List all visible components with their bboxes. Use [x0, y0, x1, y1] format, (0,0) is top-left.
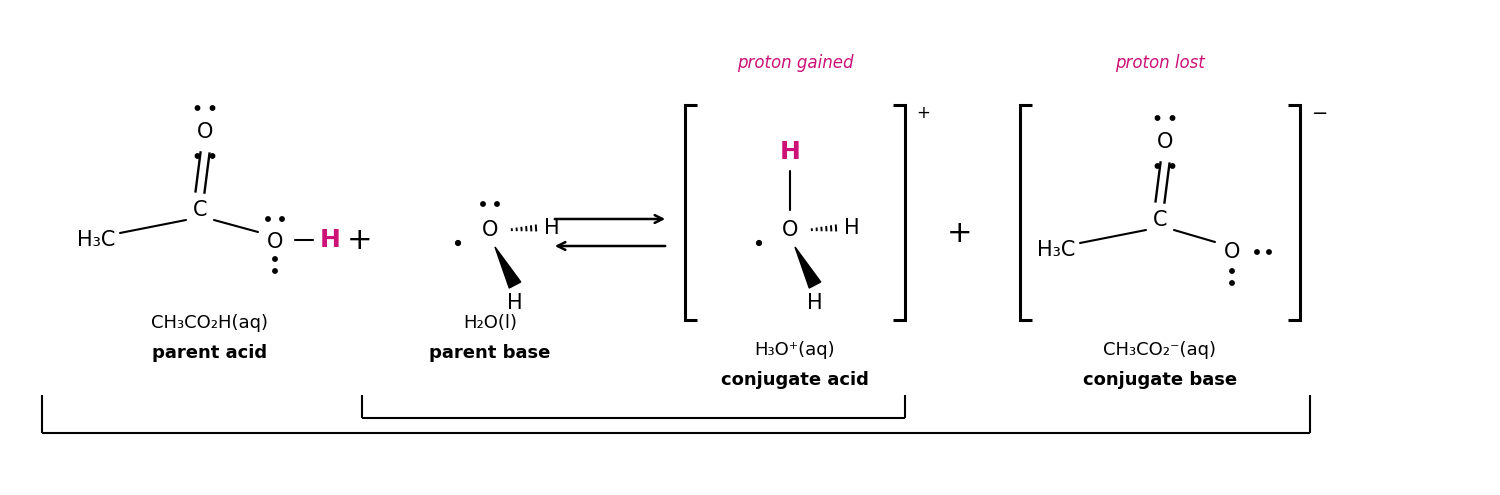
Circle shape: [1170, 164, 1174, 168]
Circle shape: [1256, 250, 1258, 254]
Circle shape: [195, 106, 200, 110]
Text: O: O: [196, 122, 213, 142]
Text: O: O: [1156, 132, 1173, 152]
Circle shape: [482, 202, 484, 206]
Text: +: +: [916, 104, 930, 122]
Circle shape: [456, 241, 460, 246]
Text: H₃O⁺(aq): H₃O⁺(aq): [754, 341, 836, 359]
Polygon shape: [495, 247, 520, 288]
Text: CH₃CO₂H(aq): CH₃CO₂H(aq): [152, 314, 268, 332]
Circle shape: [280, 217, 284, 221]
Circle shape: [1155, 164, 1160, 168]
Text: conjugate base: conjugate base: [1083, 371, 1238, 389]
Text: H: H: [844, 218, 859, 238]
Circle shape: [495, 202, 500, 206]
Circle shape: [1155, 116, 1160, 120]
Text: CH₃CO₂⁻(aq): CH₃CO₂⁻(aq): [1104, 341, 1216, 359]
Circle shape: [210, 154, 214, 158]
Circle shape: [1230, 281, 1234, 285]
Circle shape: [1268, 250, 1270, 254]
Text: proton gained: proton gained: [736, 54, 854, 72]
Text: H₃C: H₃C: [76, 230, 116, 250]
Circle shape: [195, 154, 200, 158]
Text: H₂O(l): H₂O(l): [464, 314, 518, 332]
Text: parent acid: parent acid: [153, 344, 267, 362]
Text: O: O: [267, 232, 284, 252]
Text: C: C: [1152, 210, 1167, 230]
Text: O: O: [782, 220, 798, 240]
Circle shape: [273, 257, 278, 261]
Circle shape: [1170, 116, 1174, 120]
Circle shape: [756, 241, 762, 246]
Text: −: −: [1312, 103, 1328, 122]
Text: C: C: [192, 200, 207, 220]
Text: H₃C: H₃C: [1036, 240, 1076, 260]
Text: +: +: [346, 226, 374, 254]
Circle shape: [1230, 269, 1234, 273]
Text: O: O: [1224, 242, 1240, 262]
Text: O: O: [482, 220, 498, 240]
Text: parent base: parent base: [429, 344, 550, 362]
Text: proton lost: proton lost: [1114, 54, 1204, 72]
Text: H: H: [544, 218, 560, 238]
Text: H: H: [507, 293, 524, 313]
Text: +: +: [946, 218, 974, 248]
Circle shape: [266, 217, 270, 221]
Circle shape: [210, 106, 214, 110]
Text: H: H: [320, 228, 340, 252]
Text: conjugate acid: conjugate acid: [722, 371, 868, 389]
Text: H: H: [780, 140, 801, 164]
Text: H: H: [807, 293, 824, 313]
Circle shape: [273, 269, 278, 273]
Polygon shape: [795, 247, 820, 288]
